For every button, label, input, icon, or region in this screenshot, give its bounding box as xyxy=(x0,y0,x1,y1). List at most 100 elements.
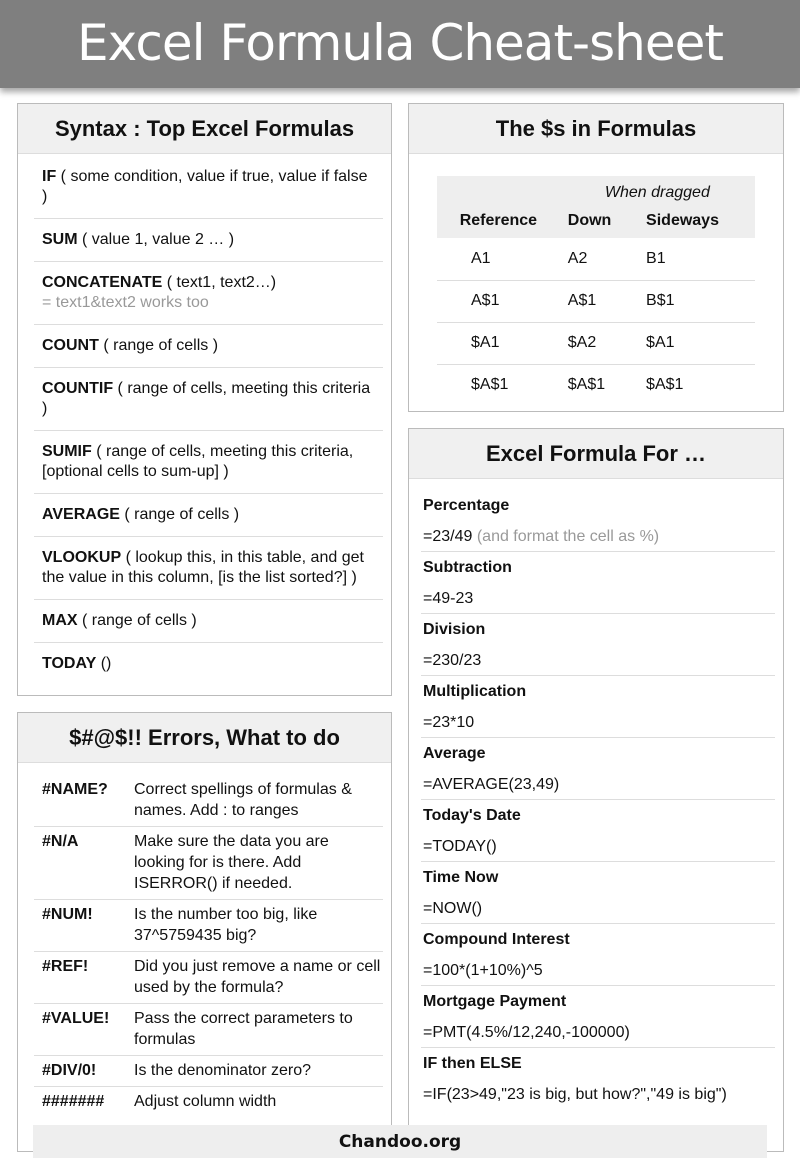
formula-for-panel: Excel Formula For … Percentage =23/49 (an… xyxy=(408,428,784,1152)
error-fix: Adjust column width xyxy=(134,1093,277,1110)
formula-list: Percentage =23/49 (and format the cell as… xyxy=(409,479,783,1110)
formula-label: Subtraction xyxy=(423,559,512,576)
function-args: ( value 1, value 2 … ) xyxy=(77,231,235,248)
reference-cell: A2 xyxy=(567,249,588,267)
function-name: CONCATENATE xyxy=(42,274,163,291)
error-code: ####### xyxy=(42,1093,105,1110)
function-name: SUM xyxy=(42,231,78,248)
formula-label: IF then ELSE xyxy=(423,1055,522,1072)
error-fix: Is the number too big, like 37^5759435 b… xyxy=(134,906,318,944)
reference-cell: $A1 xyxy=(646,334,675,351)
error-row: #REF! Did you just remove a name or cell … xyxy=(34,952,383,1004)
error-row: #NUM! Is the number too big, like 37^5759… xyxy=(34,900,383,952)
formula-value-row: =IF(23>49,"23 is big, but how?","49 is b… xyxy=(421,1079,775,1110)
formula-value-row: =23/49 (and format the cell as %) xyxy=(421,521,775,552)
syntax-item: AVERAGE ( range of cells ) xyxy=(34,494,383,537)
formula-value-row: =100*(1+10%)^5 xyxy=(421,955,775,986)
dollar-reference-table: When dragged Reference Down Sideways A1 A2 B… xyxy=(437,176,755,406)
function-name: COUNTIF xyxy=(42,380,114,397)
formula-label: Compound Interest xyxy=(423,931,570,948)
reference-cell: B1 xyxy=(646,249,666,267)
column-header: Sideways xyxy=(646,212,719,229)
reference-cell: A$1 xyxy=(471,292,500,309)
page-title: Excel Formula Cheat-sheet xyxy=(77,14,724,72)
errors-list: #NAME? Correct spellings of formulas & na… xyxy=(18,763,391,1117)
reference-row: A1 A2 B1 xyxy=(437,238,755,280)
formula-label: Mortgage Payment xyxy=(423,993,567,1010)
formula-label: Today's Date xyxy=(423,807,521,824)
errors-heading: $#@$!! Errors, What to do xyxy=(18,713,391,763)
syntax-item: VLOOKUP ( lookup this, in this table, an… xyxy=(34,537,383,600)
function-args: ( range of cells ) xyxy=(119,506,240,523)
reference-cell: B$1 xyxy=(646,292,675,309)
formula-label: Multiplication xyxy=(423,683,527,700)
error-code: #N/A xyxy=(42,833,79,850)
error-row: #DIV/0! Is the denominator zero? xyxy=(34,1056,383,1087)
reference-cell: A$1 xyxy=(567,292,597,309)
error-code: #VALUE! xyxy=(42,1010,110,1027)
function-args: ( some condition, value if true, value i… xyxy=(42,168,368,205)
formula-value: =TODAY() xyxy=(423,838,497,855)
column-header: Reference xyxy=(459,212,538,229)
syntax-item: IF ( some condition, value if true, valu… xyxy=(34,167,383,219)
formula-label: Average xyxy=(423,745,486,762)
function-note: = text1&text2 works too xyxy=(42,294,209,311)
function-args: ( range of cells ) xyxy=(77,612,197,629)
error-row: #N/A Make sure the data you are looking f… xyxy=(34,827,383,900)
errors-panel: $#@$!! Errors, What to do #NAME? Correct … xyxy=(17,712,392,1152)
formula-value: =NOW() xyxy=(423,900,483,917)
formula-value: =IF(23>49,"23 is big, but how?","49 is b… xyxy=(423,1086,727,1103)
formula-value: =23/49 xyxy=(423,528,473,545)
error-code: #DIV/0! xyxy=(42,1062,97,1079)
reference-cell: $A$1 xyxy=(471,376,509,394)
formulas-heading: Excel Formula For … xyxy=(409,429,783,479)
error-fix: Correct spellings of formulas & names. A… xyxy=(134,781,352,819)
reference-cell: A1 xyxy=(471,249,491,267)
function-args: ( text1, text2…) xyxy=(162,274,277,291)
function-name: VLOOKUP xyxy=(42,549,122,566)
syntax-item: SUM ( value 1, value 2 … ) xyxy=(34,219,383,262)
formula-label: Division xyxy=(423,621,486,638)
formula-value-row: =NOW() xyxy=(421,893,775,924)
formula-value: =PMT(4.5%/12,240,-100000) xyxy=(423,1024,630,1041)
syntax-heading: Syntax : Top Excel Formulas xyxy=(18,104,391,154)
reference-cell: $A2 xyxy=(567,334,597,351)
error-row: #NAME? Correct spellings of formulas & na… xyxy=(34,775,383,827)
header-banner: Excel Formula Cheat-sheet xyxy=(0,0,800,88)
formula-label: Time Now xyxy=(423,869,499,886)
function-name: AVERAGE xyxy=(42,506,120,523)
formula-value-row: =49-23 xyxy=(421,583,775,614)
error-fix: Is the denominator zero? xyxy=(134,1062,311,1079)
syntax-item: CONCATENATE ( text1, text2…) = text1&text… xyxy=(34,262,383,325)
function-args: ( range of cells, meeting this criteria … xyxy=(42,380,371,417)
function-name: TODAY xyxy=(42,655,97,672)
function-name: COUNT xyxy=(42,337,99,354)
error-fix: Did you just remove a name or cell used … xyxy=(134,958,381,996)
function-name: SUMIF xyxy=(42,443,92,460)
syntax-item: TODAY () xyxy=(34,643,383,685)
formula-value: =100*(1+10%)^5 xyxy=(423,962,543,979)
syntax-item: SUMIF ( range of cells, meeting this cri… xyxy=(34,431,383,494)
function-name: MAX xyxy=(42,612,78,629)
formula-value: =49-23 xyxy=(423,590,474,607)
syntax-list: IF ( some condition, value if true, valu… xyxy=(18,154,391,685)
formula-value: =23*10 xyxy=(423,714,475,731)
dollars-heading: The $s in Formulas xyxy=(409,104,783,154)
dollars-panel: The $s in Formulas When dragged Referenc… xyxy=(408,103,784,412)
footer-brand: Chandoo.org xyxy=(33,1125,767,1158)
formula-note: (and format the cell as %) xyxy=(472,528,660,545)
when-dragged-label: When dragged xyxy=(604,184,710,201)
error-fix: Make sure the data you are looking for i… xyxy=(134,833,329,892)
error-row: ####### Adjust column width xyxy=(34,1087,383,1117)
reference-row: $A$1 $A$1 $A$1 xyxy=(437,364,755,406)
error-fix: Pass the correct parameters to formulas xyxy=(134,1010,353,1048)
error-code: #NUM! xyxy=(42,906,93,923)
formula-value-row: =230/23 xyxy=(421,645,775,676)
formula-value: =230/23 xyxy=(423,652,482,669)
syntax-panel: Syntax : Top Excel Formulas IF ( some co… xyxy=(17,103,392,696)
reference-row: A$1 A$1 B$1 xyxy=(437,280,755,322)
function-name: IF xyxy=(42,168,57,185)
reference-cell: $A1 xyxy=(471,334,500,351)
column-header: Down xyxy=(567,212,612,229)
formula-value-row: =AVERAGE(23,49) xyxy=(421,769,775,800)
